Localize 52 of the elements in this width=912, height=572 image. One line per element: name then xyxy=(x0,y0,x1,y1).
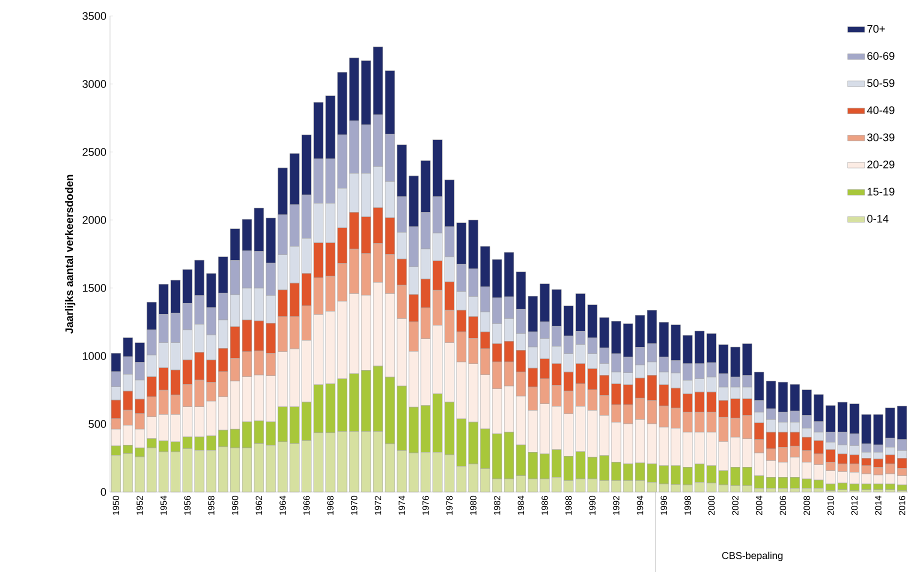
x-tick-label: 1960 xyxy=(232,496,238,515)
x-tick-label: 2008 xyxy=(804,496,810,516)
x-tick-label: 1980 xyxy=(470,496,476,515)
text: CBS-bepaling xyxy=(722,552,782,562)
y-tick-label: 1000 xyxy=(82,352,106,360)
x-tick-label: 2010 xyxy=(827,496,834,516)
x-tick-label: 1978 xyxy=(446,496,453,515)
x-tick-label: 1986 xyxy=(542,496,548,515)
x-tick-label: 1974 xyxy=(398,496,405,515)
x-tick-label: 2014 xyxy=(875,496,882,516)
x-tick-label: 1956 xyxy=(184,496,191,515)
x-tick-label: 1954 xyxy=(160,496,167,515)
legend-label: 40-49 xyxy=(867,106,894,114)
x-tick-label: 1968 xyxy=(327,496,334,515)
x-tick-label: 2002 xyxy=(732,496,738,516)
x-tick-label: 1992 xyxy=(613,496,620,515)
x-tick-label: 1988 xyxy=(565,496,572,515)
legend-label: 60-69 xyxy=(867,52,894,60)
x-tick-label: 1958 xyxy=(208,496,214,515)
x-tick-label: 1966 xyxy=(303,496,310,515)
y-axis-title: Jaarlijks aantal verkeersdoden xyxy=(65,174,76,334)
x-tick-label: 1990 xyxy=(589,496,596,515)
x-tick-label: 1964 xyxy=(280,496,286,515)
x-tick-label: 2012 xyxy=(851,496,858,516)
x-tick-label: 2016 xyxy=(898,496,906,516)
legend-label: 20-29 xyxy=(867,160,894,168)
x-tick-label: 1994 xyxy=(636,496,644,515)
x-tick-label: 1982 xyxy=(494,496,500,515)
legend-label: 70+ xyxy=(867,24,885,33)
x-tick-label: 1950 xyxy=(112,496,120,515)
x-tick-label: 1996 xyxy=(660,496,668,515)
x-tick-label: 1984 xyxy=(518,496,524,515)
y-tick-label: 0 xyxy=(100,488,106,496)
x-tick-label: 2000 xyxy=(708,496,715,516)
legend-label: 30-39 xyxy=(867,133,894,142)
y-tick-label: 3500 xyxy=(82,12,106,20)
x-tick-label: 2004 xyxy=(756,496,762,516)
y-tick-label: 1500 xyxy=(82,284,106,292)
y-tick-label: 2500 xyxy=(82,148,106,156)
x-tick-label: 1952 xyxy=(136,496,143,515)
x-tick-label: 1972 xyxy=(374,496,382,515)
x-tick-label: 1970 xyxy=(350,496,358,515)
y-tick-label: 2000 xyxy=(82,216,106,224)
x-tick-label: 1962 xyxy=(256,496,262,515)
legend-label: 0-14 xyxy=(867,214,888,223)
y-tick-label: 3000 xyxy=(82,80,106,88)
x-tick-label: 2006 xyxy=(780,496,786,516)
y-tick-label: 500 xyxy=(88,420,106,428)
x-tick-label: 1998 xyxy=(684,496,691,515)
x-tick-label: 1976 xyxy=(422,496,429,515)
legend-label: 50-59 xyxy=(867,79,894,87)
legend-label: 15-19 xyxy=(868,188,894,196)
